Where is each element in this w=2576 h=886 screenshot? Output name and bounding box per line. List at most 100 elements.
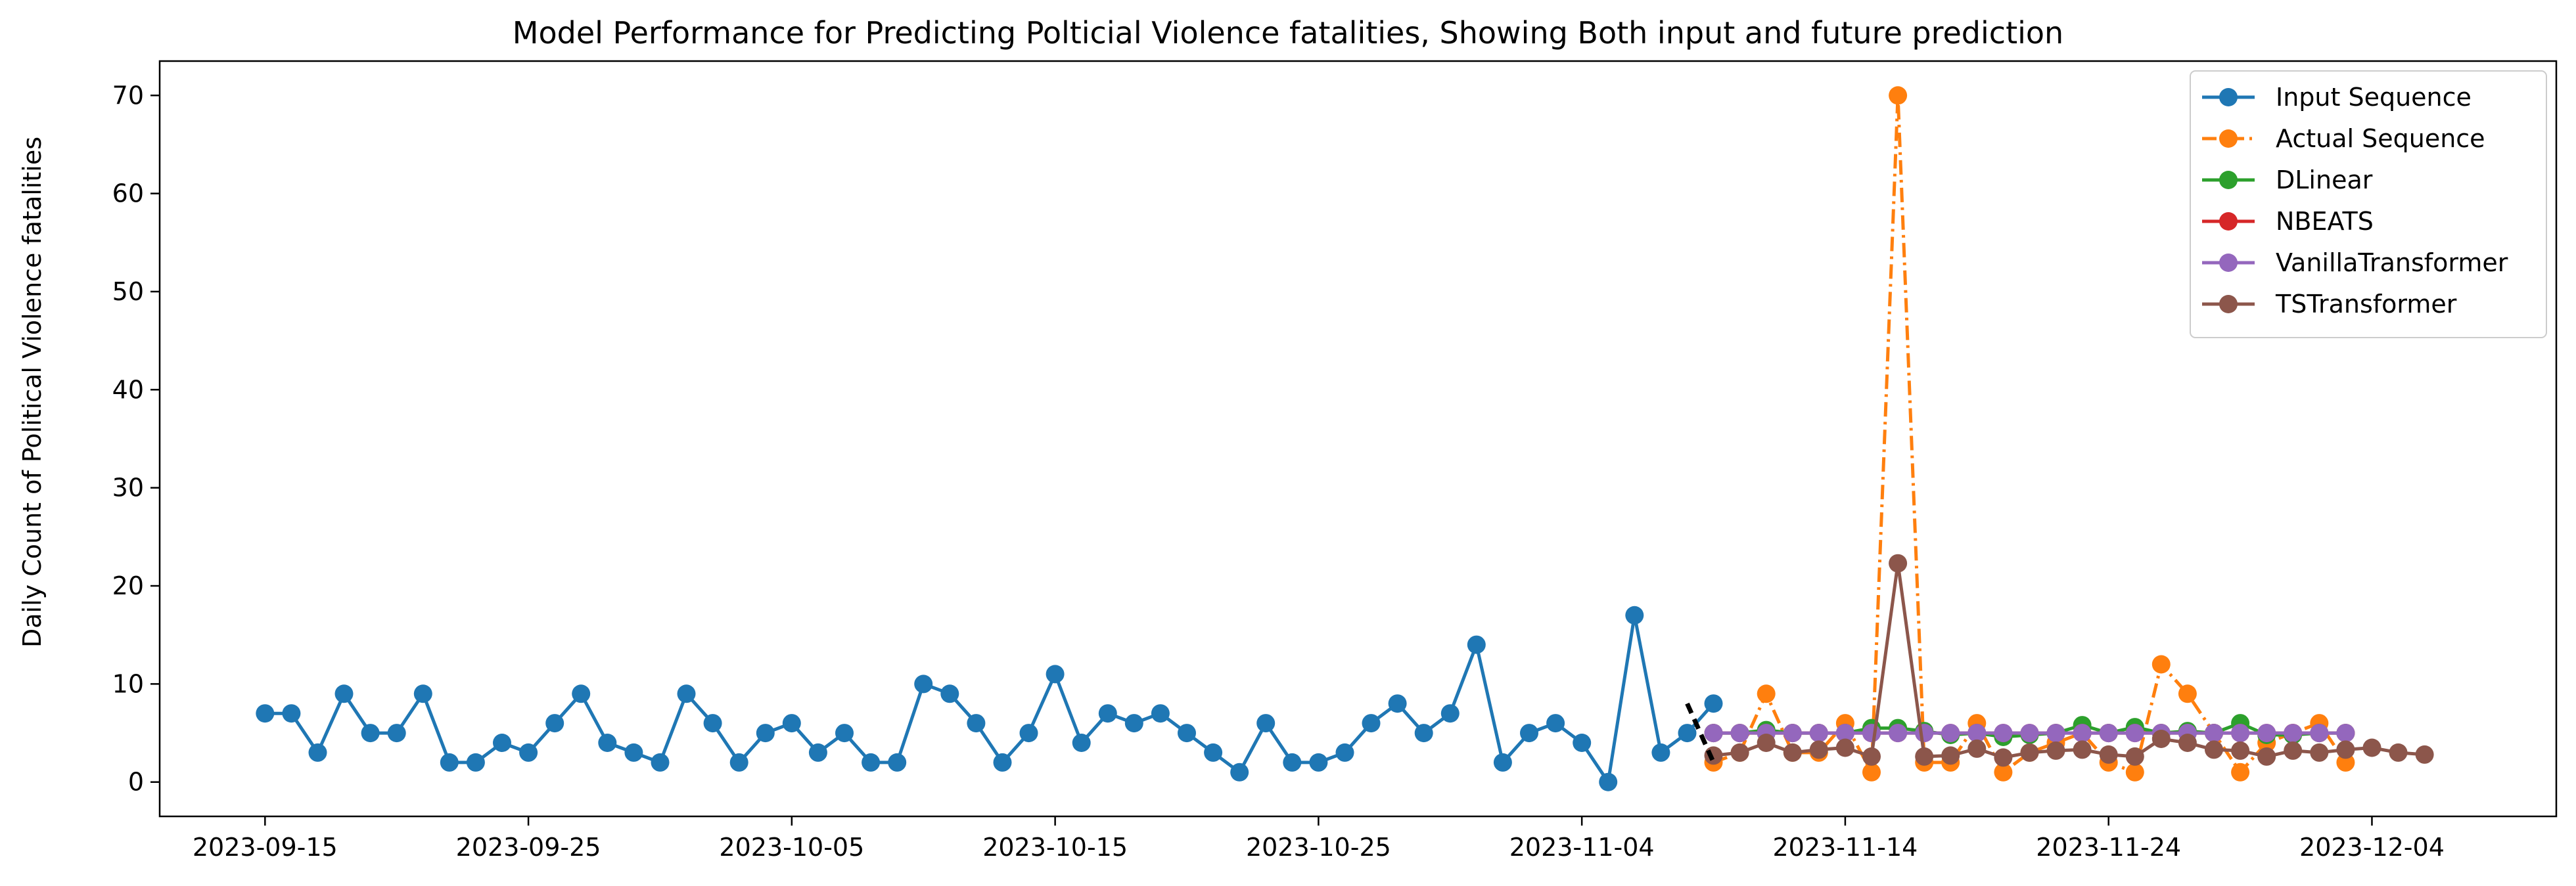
- data-point: [2125, 724, 2144, 743]
- legend-entry: VanillaTransformer: [2202, 248, 2508, 277]
- data-point: [1204, 743, 1223, 762]
- data-point: [598, 734, 617, 752]
- y-tick-label: 70: [112, 81, 144, 110]
- legend-box: [2190, 70, 2547, 338]
- series-5: [1704, 554, 2434, 767]
- data-point: [888, 753, 907, 772]
- data-point: [440, 753, 459, 772]
- data-point: [2310, 743, 2329, 762]
- data-point: [1256, 714, 1276, 733]
- data-point: [624, 743, 643, 762]
- data-point: [2284, 741, 2303, 760]
- legend: Input Sequence Actual Sequence DLinear NBEA…: [2190, 70, 2547, 338]
- data-point: [1889, 554, 1908, 573]
- data-point: [2046, 724, 2065, 743]
- data-point: [466, 753, 485, 772]
- data-point: [1967, 739, 1987, 758]
- data-point: [703, 714, 722, 733]
- data-point: [2020, 743, 2039, 762]
- data-point: [2231, 763, 2250, 782]
- data-point: [572, 684, 591, 703]
- y-axis: 0 10 20 30 40 50 60 70: [112, 81, 160, 797]
- data-point: [308, 743, 327, 762]
- data-point: [2362, 738, 2381, 757]
- series-0: [256, 606, 1723, 791]
- data-point: [1072, 734, 1091, 752]
- legend-label: TSTransformer: [2275, 290, 2457, 319]
- x-axis: 2023-09-15 2023-09-25 2023-10-05 2023-10-15…: [193, 816, 2445, 862]
- data-point: [2099, 724, 2118, 743]
- data-point: [940, 684, 959, 703]
- data-point: [2231, 724, 2250, 743]
- data-point: [545, 714, 564, 733]
- data-point: [808, 743, 827, 762]
- legend-label: NBEATS: [2276, 207, 2374, 236]
- x-tick-label: 2023-12-04: [2299, 833, 2445, 862]
- data-point: [2073, 740, 2092, 759]
- y-axis-label: Daily Count of Political Violence fatali…: [18, 137, 47, 648]
- data-point: [729, 753, 748, 772]
- y-tick-label: 50: [112, 277, 144, 306]
- legend-marker: [2219, 295, 2238, 313]
- data-point: [1862, 747, 1881, 766]
- y-tick-label: 0: [128, 768, 144, 797]
- data-point: [1941, 746, 1960, 765]
- data-point: [1362, 714, 1381, 733]
- data-point: [1783, 743, 1802, 762]
- data-point: [387, 724, 406, 743]
- data-point: [1862, 724, 1881, 743]
- x-tick-label: 2023-10-25: [1246, 833, 1391, 862]
- data-point: [1467, 635, 1486, 654]
- data-point: [1889, 724, 1908, 743]
- legend-entry: DLinear: [2202, 166, 2373, 194]
- data-point: [1941, 724, 1960, 743]
- data-point: [2284, 724, 2303, 743]
- legend-marker: [2219, 171, 2238, 189]
- data-point: [2257, 724, 2276, 743]
- chart-title: Model Performance for Predicting Poltici…: [513, 15, 2063, 51]
- data-point: [334, 684, 354, 703]
- data-point: [2099, 745, 2118, 764]
- data-point: [2415, 745, 2434, 764]
- data-point: [967, 714, 986, 733]
- data-point: [1835, 724, 1854, 743]
- data-point: [1440, 704, 1460, 723]
- data-point: [1809, 740, 1828, 759]
- legend-entry: Input Sequence: [2202, 83, 2472, 112]
- data-point: [1730, 743, 1749, 762]
- x-tick-label: 2023-11-14: [1773, 833, 1918, 862]
- x-tick-label: 2023-11-04: [1509, 833, 1655, 862]
- data-point: [2336, 740, 2355, 759]
- data-point: [2125, 747, 2144, 766]
- data-point: [1994, 724, 2013, 743]
- x-tick-label: 2023-11-24: [2036, 833, 2181, 862]
- data-point: [1178, 724, 1196, 743]
- y-tick-label: 10: [112, 669, 144, 698]
- plot-area: [256, 86, 2434, 791]
- data-point: [1889, 86, 1908, 105]
- data-point: [2178, 684, 2197, 703]
- data-point: [1151, 704, 1170, 723]
- data-point: [2231, 741, 2250, 760]
- data-point: [519, 743, 538, 762]
- data-point: [862, 753, 881, 772]
- data-point: [1915, 724, 1934, 743]
- data-point: [256, 704, 275, 723]
- data-point: [2046, 741, 2065, 760]
- series-4: [1704, 724, 2355, 743]
- data-point: [782, 714, 801, 733]
- data-point: [2178, 734, 2197, 752]
- data-point: [1757, 734, 1776, 752]
- data-point: [1994, 748, 2013, 767]
- data-point: [1283, 753, 1302, 772]
- data-point: [1599, 772, 1618, 791]
- legend-marker: [2219, 212, 2238, 231]
- data-point: [1757, 684, 1776, 703]
- data-point: [1994, 763, 2013, 782]
- data-point: [1546, 714, 1565, 733]
- y-tick-label: 60: [112, 179, 144, 208]
- data-point: [1230, 763, 1249, 782]
- data-point: [2389, 743, 2408, 762]
- data-point: [1704, 724, 1723, 743]
